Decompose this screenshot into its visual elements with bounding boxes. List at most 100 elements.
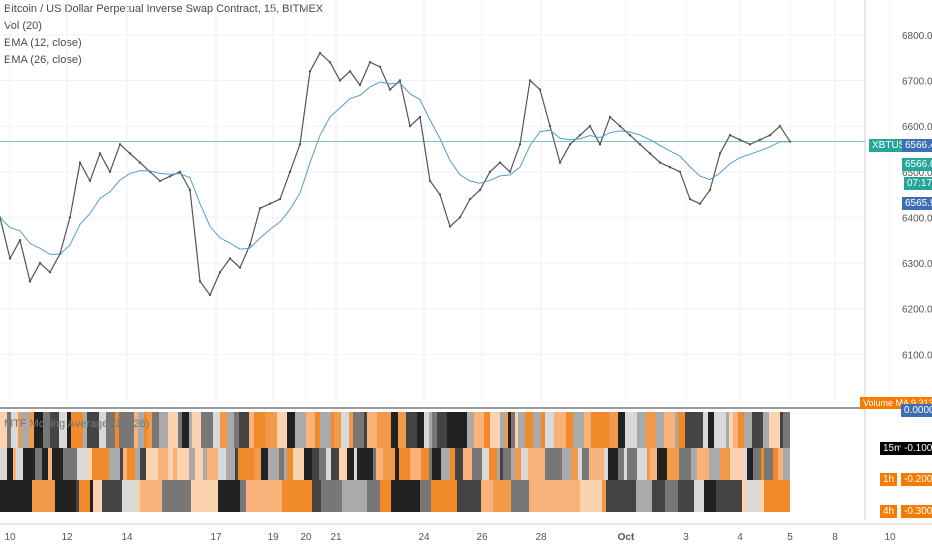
- price-point-65: [648, 152, 652, 155]
- price-point-37: [368, 61, 372, 64]
- heat-cell-r1-73: [507, 448, 511, 480]
- heat-cell-r1-65: [472, 448, 475, 480]
- price-point-19: [188, 188, 192, 192]
- heat-cell-r1-103: [726, 448, 730, 480]
- heat-cell-r1-0: [0, 448, 7, 480]
- heat-cell-r0-80: [533, 412, 541, 448]
- date-tick-6: 21: [330, 532, 342, 543]
- price-point-53: [528, 79, 532, 82]
- heat-cell-r0-96: [675, 412, 678, 448]
- heat-cell-r0-87: [591, 412, 601, 448]
- date-tick-14: 8: [832, 532, 838, 543]
- heat-cell-r0-30: [201, 412, 213, 448]
- price-point-13: [128, 152, 132, 155]
- heat-cell-r0-78: [518, 412, 525, 448]
- heat-cell-r1-113: [783, 448, 790, 480]
- heat-cell-r2-45: [738, 480, 742, 512]
- heat-cell-r1-48: [347, 448, 354, 480]
- heat-cell-r0-39: [277, 412, 287, 448]
- heat-cell-r0-90: [618, 412, 625, 448]
- heat-cell-r0-105: [733, 412, 738, 448]
- heat-cell-r1-82: [571, 448, 578, 480]
- price-point-33: [328, 61, 332, 64]
- heat-cell-r1-30: [218, 448, 226, 480]
- heat-cell-r1-16: [120, 448, 123, 480]
- heat-cell-r2-32: [529, 480, 554, 512]
- heat-cell-r1-100: [697, 448, 709, 480]
- heat-cell-r0-66: [451, 412, 460, 448]
- heat-cell-r2-41: [687, 480, 694, 512]
- heat-cell-r1-83: [578, 448, 582, 480]
- heat-cell-r1-9: [63, 448, 71, 480]
- heat-cell-r1-17: [123, 448, 127, 480]
- date-tick-7: 24: [418, 532, 430, 543]
- heat-cell-r1-61: [441, 448, 450, 480]
- heat-cell-r1-5: [35, 448, 42, 480]
- heat-cell-r1-111: [773, 448, 778, 480]
- heat-cell-r0-44: [315, 412, 320, 448]
- heat-cell-r1-45: [326, 448, 331, 480]
- heat-cell-r1-86: [599, 448, 604, 480]
- heat-cell-r1-37: [268, 448, 279, 480]
- heat-cell-r1-32: [235, 448, 238, 480]
- heat-cell-r0-99: [694, 412, 703, 448]
- price-point-25: [248, 243, 252, 246]
- heat-cell-r1-27: [195, 448, 203, 480]
- heat-cell-r0-56: [391, 412, 395, 448]
- price-point-27: [268, 202, 272, 205]
- heat-cell-r0-76: [511, 412, 515, 448]
- heat-cell-r0-28: [189, 412, 192, 448]
- heat-cell-r0-38: [265, 412, 277, 448]
- heat-cell-r1-10: [71, 448, 77, 480]
- heat-cell-r1-96: [657, 448, 667, 480]
- heat-cell-r2-8: [102, 480, 122, 512]
- date-tick-3: 17: [210, 532, 222, 543]
- heat-cell-r1-4: [23, 448, 35, 480]
- heat-cell-r2-6: [90, 480, 93, 512]
- heat-cell-r1-12: [87, 448, 92, 480]
- heat-cell-r0-69: [474, 412, 477, 448]
- row-label-1h: 1h: [880, 473, 898, 486]
- heat-cell-r2-49: [764, 480, 790, 512]
- heat-cell-r1-33: [238, 448, 244, 480]
- price-point-51: [508, 170, 512, 173]
- heat-cell-r0-111: [780, 412, 783, 448]
- heat-cell-r0-24: [159, 412, 168, 448]
- heat-cell-r1-62: [450, 448, 455, 480]
- heat-cell-r0-52: [364, 412, 367, 448]
- heat-cell-r2-33: [554, 480, 580, 512]
- price-point-17: [168, 175, 172, 178]
- heat-cell-r0-33: [227, 412, 234, 448]
- heat-cell-r1-31: [226, 448, 235, 480]
- heat-cell-r1-67: [479, 448, 482, 480]
- date-tick-11: 3: [683, 532, 689, 543]
- heat-cell-r2-10: [132, 480, 137, 512]
- price-point-24: [238, 266, 242, 269]
- price-point-63: [628, 134, 632, 137]
- heat-cell-r2-28: [457, 480, 481, 512]
- heat-cell-r1-29: [207, 448, 218, 480]
- marker-badge-1: 6566.0: [902, 158, 932, 171]
- price-point-64: [638, 143, 642, 146]
- price-tick-3: 6500.0: [902, 168, 932, 179]
- price-point-18: [178, 170, 182, 173]
- heat-cell-r0-50: [349, 412, 353, 448]
- date-tick-10: Oct: [618, 532, 635, 543]
- heat-cell-r1-78: [539, 448, 545, 480]
- heat-cell-r0-89: [609, 412, 618, 448]
- heat-cell-r1-24: [173, 448, 177, 480]
- heat-cell-r1-90: [624, 448, 627, 480]
- heat-cell-r0-1: [7, 412, 11, 448]
- heat-cell-r1-20: [140, 448, 146, 480]
- heat-cell-r0-98: [685, 412, 694, 448]
- volume-ma-label: Volume MA: [863, 398, 909, 408]
- heat-cell-r1-87: [604, 448, 608, 480]
- heat-cell-r0-92: [637, 412, 646, 448]
- heat-cell-r0-0: [0, 412, 7, 448]
- current-price-badge: 6566.4: [902, 139, 932, 152]
- price-point-66: [658, 161, 662, 164]
- price-point-46: [458, 216, 462, 219]
- heat-cell-r1-44: [319, 448, 326, 480]
- heat-cell-r1-98: [679, 448, 691, 480]
